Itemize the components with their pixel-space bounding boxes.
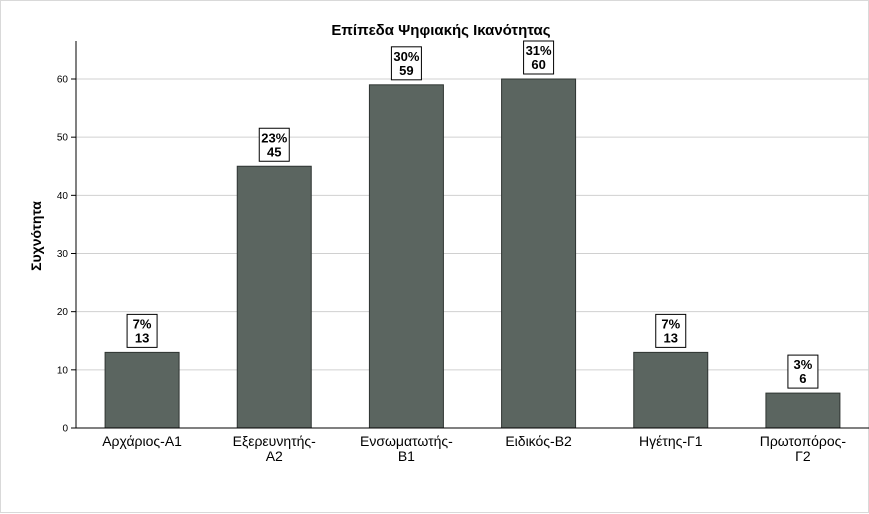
bar: [765, 392, 841, 429]
data-label: 23%45: [258, 127, 290, 162]
data-label-percent: 30%: [393, 49, 419, 64]
data-label-count: 45: [267, 144, 281, 159]
x-tick-label: Α2: [266, 448, 283, 464]
bars: [104, 78, 841, 429]
gridlines: [76, 78, 869, 371]
y-axis-label: Συχνότητα: [28, 201, 44, 271]
data-label-count: 13: [664, 330, 678, 345]
y-tick-label: 10: [57, 365, 69, 376]
data-label: 7%13: [655, 313, 687, 348]
data-label-box: [787, 354, 819, 389]
x-tick-labels: Αρχάριος-Α1 Εξερευνητής-Α2 Ενσωματωτής-Β1 Ε…: [102, 433, 846, 464]
data-label-count: 59: [399, 63, 413, 78]
y-tick-label: 0: [62, 424, 68, 435]
data-label-percent: 31%: [526, 43, 552, 58]
data-label-percent: 23%: [261, 130, 287, 145]
data-label-box: [523, 40, 555, 75]
y-tick-label: 40: [57, 191, 69, 202]
x-tick-label: Ειδικός-Β2: [505, 433, 572, 449]
data-label: 31%60: [523, 40, 555, 75]
data-label-count: 6: [799, 371, 806, 386]
data-label-percent: 7%: [661, 316, 680, 331]
data-label-box: [258, 127, 290, 162]
x-tick-label: Εξερευνητής-: [233, 433, 317, 449]
y-tick-label: 60: [57, 75, 69, 86]
x-tick-label: Αρχάριος-Α1: [102, 433, 182, 449]
bar: [104, 351, 180, 429]
axes: [75, 41, 869, 429]
x-tick-label: Πρωτοπόρος-: [760, 433, 847, 449]
y-tick-label: 50: [57, 133, 69, 144]
x-tick-label: Ηγέτης-Γ1: [639, 433, 703, 449]
data-label: 7%13: [126, 313, 158, 348]
bar: [501, 78, 577, 429]
data-label-box: [655, 313, 687, 348]
data-label-box: [390, 46, 422, 81]
bar: [368, 84, 444, 429]
y-tick-labels: 0 10 20 30 40 50 60: [57, 75, 76, 435]
data-label: 30%59: [390, 46, 422, 81]
x-tick-label: Γ2: [795, 448, 811, 464]
data-label: 3%6: [787, 354, 819, 389]
bar: [236, 165, 312, 429]
data-label-box: [126, 313, 158, 348]
x-tick-label: Ενσωματωτής-: [360, 433, 453, 449]
data-label-percent: 3%: [794, 357, 813, 372]
x-tick-label: Β1: [398, 448, 415, 464]
bar: [633, 351, 709, 429]
chart-title: Επίπεδα Ψηφιακής Ικανότητας: [331, 22, 550, 39]
data-label-percent: 7%: [133, 316, 152, 331]
y-tick-label: 20: [57, 307, 69, 318]
y-tick-label: 30: [57, 249, 69, 260]
data-label-count: 13: [135, 330, 149, 345]
data-label-count: 60: [531, 57, 545, 72]
